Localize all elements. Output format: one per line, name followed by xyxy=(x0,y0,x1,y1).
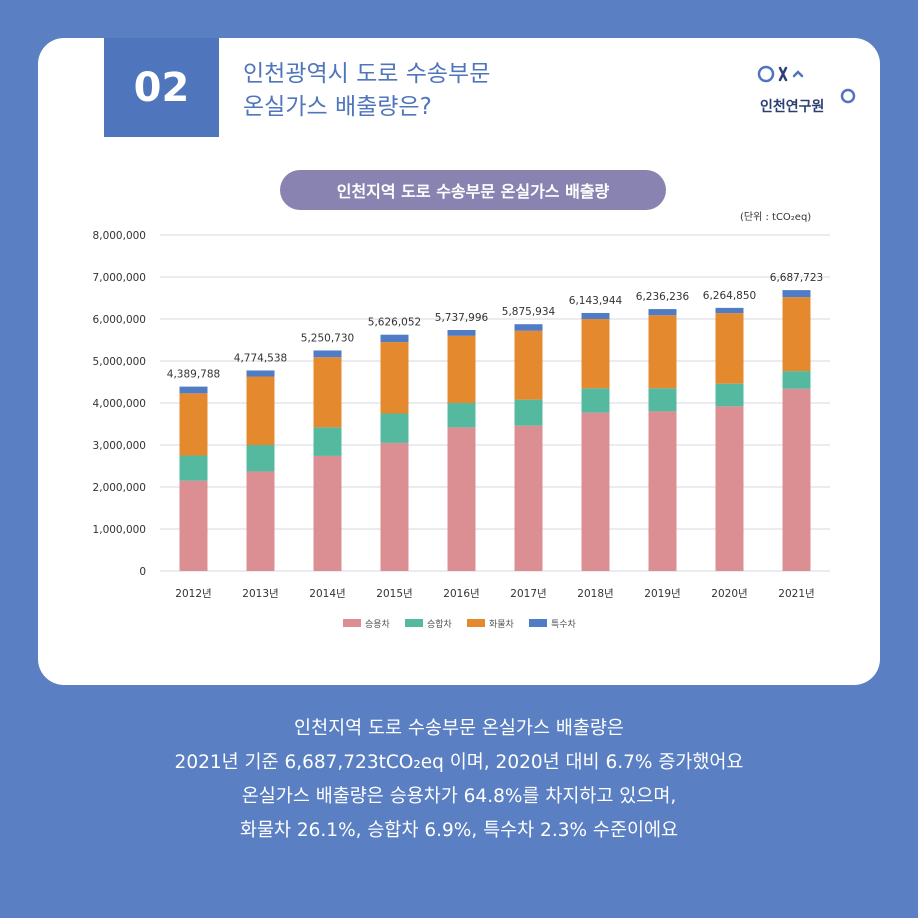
bar-segment xyxy=(179,455,208,481)
legend-label: 화물차 xyxy=(489,618,515,630)
x-tick-label: 2013년 xyxy=(242,588,278,600)
bar-segment xyxy=(648,309,677,316)
summary-line-3: 온실가스 배출량은 승용차가 64.8%를 차지하고 있으며, xyxy=(241,786,677,807)
bar-segment xyxy=(715,313,744,384)
bar-segment xyxy=(514,324,543,331)
x-tick-label: 2016년 xyxy=(443,588,479,600)
total-label: 6,236,236 xyxy=(636,291,690,303)
y-tick-label: 1,000,000 xyxy=(93,524,146,536)
bar-segment xyxy=(313,357,342,428)
total-label: 5,250,730 xyxy=(301,332,354,344)
y-tick-label: 7,000,000 xyxy=(93,272,146,284)
y-tick-label: 2,000,000 xyxy=(93,482,146,494)
bar-segment xyxy=(380,413,409,443)
summary-line-1: 인천지역 도로 수송부문 온실가스 배출량은 xyxy=(294,718,624,739)
x-tick-label: 2018년 xyxy=(577,588,613,600)
bar-segment xyxy=(514,330,543,400)
bar-segment xyxy=(313,350,342,358)
bar-segment xyxy=(380,342,409,414)
section-number: 02 xyxy=(104,38,219,137)
bar-segment xyxy=(514,425,543,571)
y-tick-label: 8,000,000 xyxy=(93,230,146,242)
x-tick-label: 2015년 xyxy=(376,588,412,600)
bar-segment xyxy=(648,388,677,412)
summary-text: 인천지역 도로 수송부문 온실가스 배출량은 2021년 기준 6,687,72… xyxy=(0,712,918,848)
total-label: 5,875,934 xyxy=(502,306,556,318)
x-tick-label: 2019년 xyxy=(644,588,680,600)
bar-segment xyxy=(447,427,476,571)
bar-segment xyxy=(782,297,811,372)
summary-line-2: 2021년 기준 6,687,723tCO₂eq 이며, 2020년 대비 6.… xyxy=(174,752,744,773)
bar-segment xyxy=(581,312,610,319)
total-label: 6,264,850 xyxy=(703,290,756,302)
bar-segment xyxy=(715,406,744,571)
bar-segment xyxy=(782,290,811,298)
legend-swatch xyxy=(343,619,361,627)
total-label: 5,626,052 xyxy=(368,317,421,329)
bar-segment xyxy=(447,335,476,403)
bar-segment xyxy=(648,411,677,571)
bar-segment xyxy=(246,376,275,445)
y-tick-label: 3,000,000 xyxy=(93,440,146,452)
bar-segment xyxy=(313,455,342,571)
unit-label: (단위 : tCO₂eq) xyxy=(740,212,812,223)
bar-segment xyxy=(380,334,409,343)
bar-segment xyxy=(380,442,409,571)
legend-label: 승용차 xyxy=(365,618,391,630)
total-label: 4,389,788 xyxy=(167,369,220,381)
x-tick-label: 2014년 xyxy=(309,588,345,600)
bar-segment xyxy=(715,383,744,407)
summary-line-4: 화물차 26.1%, 승합차 6.9%, 특수차 2.3% 수준이에요 xyxy=(239,820,679,841)
bar-segment xyxy=(179,386,208,394)
bar-segment xyxy=(581,412,610,571)
y-tick-label: 6,000,000 xyxy=(93,314,146,326)
x-tick-label: 2021년 xyxy=(778,588,814,600)
bar-segment xyxy=(581,388,610,413)
bar-segment xyxy=(581,319,610,389)
legend-swatch xyxy=(529,619,547,627)
legend-swatch xyxy=(467,619,485,627)
bar-segment xyxy=(715,307,744,314)
bar-segment xyxy=(648,315,677,389)
logo-text: 인천연구원 xyxy=(760,99,825,115)
institute-logo-icon xyxy=(757,65,856,104)
legend-label: 승합차 xyxy=(427,618,453,630)
legend-swatch xyxy=(405,619,423,627)
bar-segment xyxy=(447,403,476,428)
title-line-1: 인천광역시 도로 수송부문 xyxy=(243,61,491,87)
x-tick-label: 2020년 xyxy=(711,588,747,600)
legend-label: 특수차 xyxy=(551,618,577,630)
x-tick-label: 2017년 xyxy=(510,588,546,600)
y-tick-label: 4,000,000 xyxy=(93,398,146,410)
page-title: 인천광역시 도로 수송부문 온실가스 배출량은? xyxy=(243,58,490,124)
total-label: 6,143,944 xyxy=(569,295,623,307)
bar-segment xyxy=(447,330,476,336)
bar-segment xyxy=(179,480,208,571)
total-label: 4,774,538 xyxy=(234,352,287,364)
bar-segment xyxy=(782,371,811,389)
total-label: 5,737,996 xyxy=(435,312,489,324)
bar-segment xyxy=(246,471,275,571)
bar-segment xyxy=(179,393,208,456)
title-line-2: 온실가스 배출량은? xyxy=(243,94,432,120)
x-tick-label: 2012년 xyxy=(175,588,211,600)
chart-title: 인천지역 도로 수송부문 온실가스 배출량 xyxy=(280,170,666,210)
total-label: 6,687,723 xyxy=(770,272,823,284)
bar-segment xyxy=(246,445,275,472)
bar-segment xyxy=(782,388,811,571)
bar-segment xyxy=(514,399,543,426)
bar-segment xyxy=(246,370,275,377)
y-tick-label: 0 xyxy=(139,566,146,578)
bar-segment xyxy=(313,427,342,456)
y-tick-label: 5,000,000 xyxy=(93,356,146,368)
